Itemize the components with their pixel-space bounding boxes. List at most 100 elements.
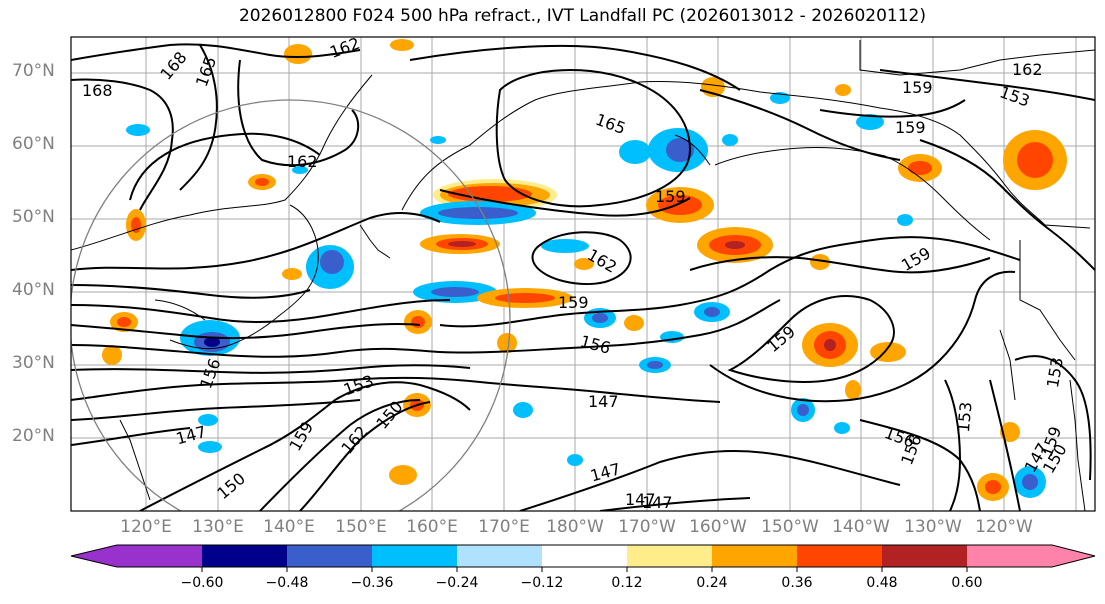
anomaly-blob [1022,474,1038,490]
colorbar-swatch [287,545,372,567]
anomaly-blob [284,44,312,64]
contour-label: 168 [82,81,113,100]
lat-label: 70°N [12,61,55,81]
colorbar-tick-label: 0.24 [696,575,728,591]
anomaly-shading [102,39,1067,501]
anomaly-blob [619,140,651,164]
contour-label: 147 [642,493,673,512]
anomaly-blob [1017,142,1053,178]
lon-label: 140°E [263,517,315,537]
colorbar-tick-label: 0.48 [866,575,898,591]
lon-label: 150°E [335,517,387,537]
lon-label: 160°W [689,517,747,537]
anomaly-blob [908,161,932,175]
lat-label: 30°N [12,353,55,373]
colorbar-tick-label: 0.60 [951,575,983,591]
colorbar-over-arrow [1052,545,1095,567]
reference-circle [71,99,511,511]
anomaly-blob [1000,422,1020,442]
anomaly-blob [810,254,830,270]
anomaly-blob [725,241,745,249]
anomaly-blob [389,465,417,485]
map-title: 2026012800 F024 500 hPa refract., IVT La… [238,6,926,26]
anomaly-blob [541,239,589,253]
anomaly-blob [431,287,479,297]
colorbar-tick-label: −0.48 [265,575,309,591]
colorbar-swatch [542,545,627,567]
lon-label: 140°W [832,517,890,537]
colorbar-outline [70,544,1096,568]
anomaly-blob [513,402,533,418]
anomaly-blob [102,345,122,365]
contour-label: 147 [588,392,619,411]
anomaly-blob [835,84,851,96]
contour-label: 159 [902,78,933,97]
anomaly-blob [567,454,583,466]
lon-label: 130°E [192,517,244,537]
colorbar-tick-label: −0.36 [350,575,394,591]
contour-label: 162 [287,152,318,171]
contour-label: 159 [558,293,589,312]
anomaly-blob [292,166,308,174]
lon-label: 120°E [120,517,172,537]
colorbar-swatch [967,545,1052,567]
contour-label-group: 168 168 165 162 162 165 159 159 159 162 … [82,34,1071,512]
colorbar-swatch [202,545,287,567]
anomaly-blob [198,441,222,453]
colorbar-under-arrow [71,545,117,567]
anomaly-blob [448,241,476,247]
anomaly-blob [390,39,414,51]
anomaly-blob [592,313,608,323]
anomaly-blob [126,124,150,136]
lat-label: 60°N [12,134,55,154]
anomaly-blob [282,268,302,280]
anomaly-blob [985,480,1001,494]
colorbar-tick-label: −0.12 [520,575,564,591]
colorbar-swatch [797,545,882,567]
contour-label: 162 [1012,60,1043,79]
lon-label: 150°W [761,517,819,537]
lat-label: 40°N [12,280,55,300]
colorbar-swatch [712,545,797,567]
lon-label: 170°E [478,517,530,537]
anomaly-blob [495,293,555,303]
anomaly-blob [574,258,594,270]
colorbar [70,544,1096,572]
colorbar-swatch [627,545,712,567]
lon-label: 120°W [975,517,1033,537]
anomaly-blob [845,380,861,400]
map-content [71,37,1095,511]
lon-label: 180°W [546,517,604,537]
contour-label: 147 [625,490,656,509]
anomaly-blob [255,178,269,186]
height-contours [71,43,1095,511]
colorbar-tick-label: −0.60 [180,575,224,591]
anomaly-blob [834,422,850,434]
anomaly-blob [647,361,663,369]
anomaly-blob [658,195,702,215]
contour-label: 159 [655,187,686,206]
colorbar-tick-label: 0.12 [611,575,643,591]
map-background [71,37,1095,511]
contour-label: 153 [954,401,976,433]
anomaly-blob [411,316,425,328]
anomaly-blob [430,136,446,144]
anomaly-blob [856,114,884,130]
anomaly-blob [824,339,836,351]
lat-label: 50°N [12,207,55,227]
colorbar-tick-label: −0.24 [435,575,479,591]
anomaly-blob [870,342,906,362]
anomaly-blob [204,337,220,347]
lat-label: 20°N [12,426,55,446]
anomaly-blob [624,315,644,331]
anomaly-blob [320,250,344,274]
anomaly-blob [666,138,694,162]
anomaly-blob [117,317,131,327]
coastlines [71,40,1095,511]
anomaly-blob [704,307,720,317]
contour-label: 159 [895,118,926,137]
colorbar-swatch [117,545,202,567]
colorbar-swatch [457,545,542,567]
anomaly-blob [448,186,532,202]
